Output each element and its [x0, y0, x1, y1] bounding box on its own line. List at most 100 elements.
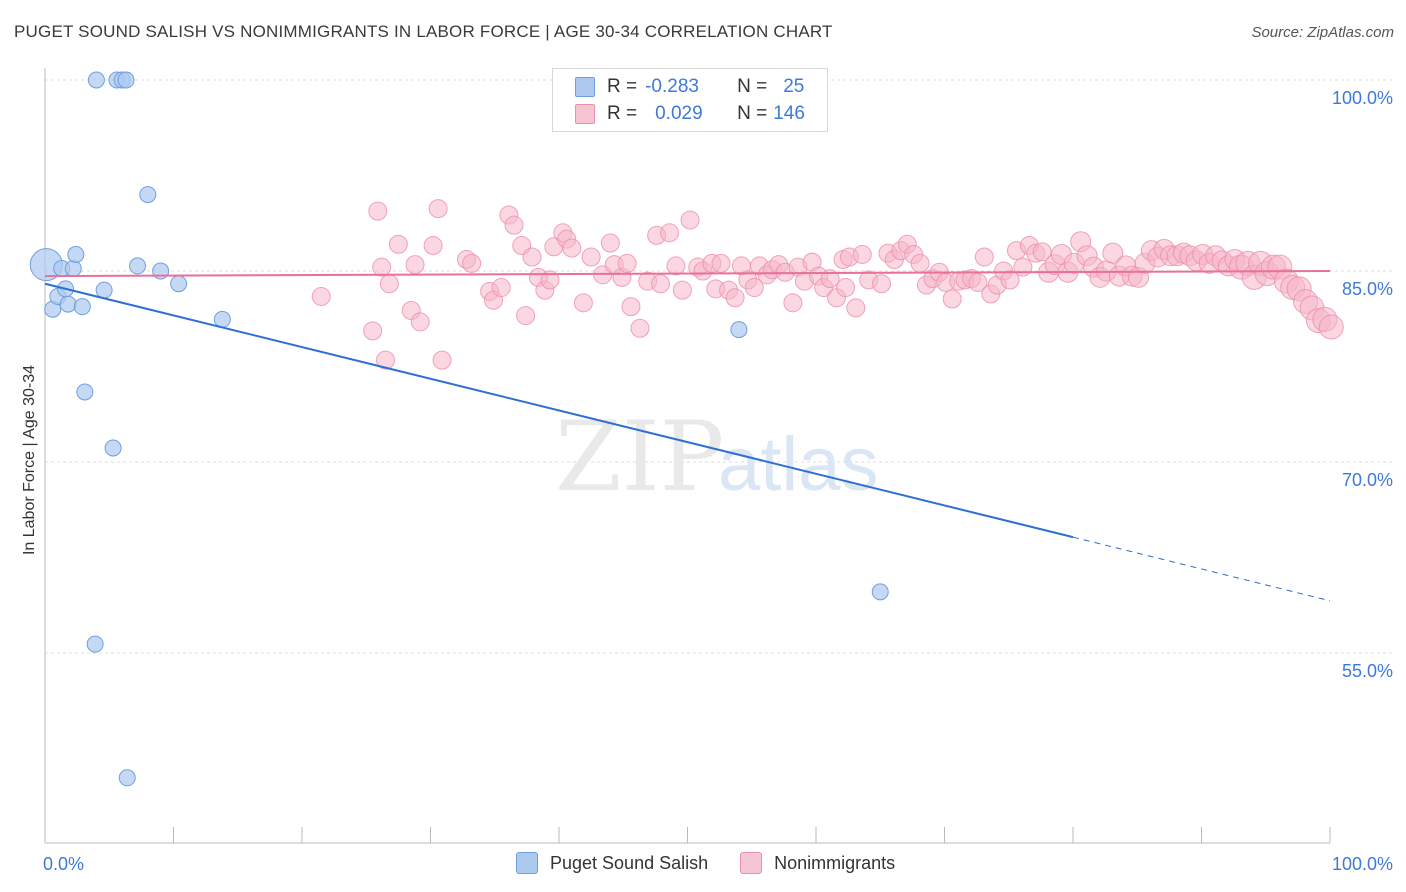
nonimmigrants-point — [462, 253, 482, 273]
correlation-legend: R = -0.283 N = 25 R = 0.029 N = 146 — [552, 68, 828, 132]
nonimmigrants-point — [852, 244, 872, 264]
tick-labels: 100.0% 85.0% 70.0% 55.0% 0.0% 100.0% — [43, 88, 1393, 874]
legend-row-pink: R = 0.029 N = 146 — [575, 101, 805, 127]
chart-title: PUGET SOUND SALISH VS NONIMMIGRANTS IN L… — [14, 22, 833, 41]
nonimmigrants-point — [372, 257, 392, 277]
puget-sound-salish-point — [59, 295, 77, 313]
nonimmigrants-point — [672, 280, 692, 300]
series-legend: Puget Sound Salish Nonimmigrants — [516, 852, 927, 874]
puget-sound-salish-point — [86, 635, 104, 653]
nonimmigrants-point — [1013, 257, 1033, 277]
nonimmigrants-point — [491, 278, 511, 298]
nonimmigrants-point — [379, 274, 399, 294]
nonimmigrants-point — [651, 274, 671, 294]
puget-sound-salish-point — [95, 281, 113, 299]
puget-sound-salish-trend-line — [44, 282, 1074, 539]
y-tick-label: 85.0% — [1342, 279, 1393, 299]
nonimmigrants-point — [630, 318, 650, 338]
legend-n-value: 25 — [783, 76, 805, 97]
puget-sound-salish-point — [73, 298, 91, 316]
nonimmigrants-point — [725, 288, 745, 308]
nonimmigrants-point — [680, 210, 700, 230]
x-tick-label: 100.0% — [1332, 854, 1393, 874]
nonimmigrants-point — [311, 286, 331, 306]
nonimmigrants-point — [1102, 242, 1124, 264]
nonimmigrants-point — [540, 270, 560, 290]
nonimmigrants-point — [388, 234, 408, 254]
legend-swatch-blue — [575, 77, 595, 97]
y-tick-label: 70.0% — [1342, 470, 1393, 490]
legend-n-label: N = — [737, 103, 768, 124]
trend-lines — [44, 270, 1331, 602]
legend-r-value: 0.029 — [655, 103, 703, 124]
watermark: ZIP atlas — [555, 401, 879, 513]
legend-r-label: R = — [607, 103, 638, 124]
nonimmigrants-point — [783, 293, 803, 313]
nonimmigrants-point — [562, 238, 582, 258]
nonimmigrants-point — [410, 312, 430, 332]
y-tick-label: 55.0% — [1342, 661, 1393, 681]
nonimmigrants-point — [968, 272, 988, 292]
legend-r-value: -0.283 — [645, 76, 699, 97]
puget-sound-salish-point — [129, 257, 147, 275]
nonimmigrants-point — [522, 247, 542, 267]
source-credit: Source: ZipAtlas.com — [1251, 24, 1394, 41]
nonimmigrants-point — [910, 253, 930, 273]
axes — [44, 68, 1331, 844]
legend-item-puget-sound-salish[interactable]: Puget Sound Salish — [516, 852, 708, 874]
nonimmigrants-point — [820, 269, 840, 289]
nonimmigrants-point — [573, 293, 593, 313]
nonimmigrants-point — [872, 274, 892, 294]
nonimmigrants-point — [846, 298, 866, 318]
nonimmigrants-point — [974, 247, 994, 267]
puget-sound-salish-point — [87, 71, 105, 89]
legend-n-value: 146 — [773, 103, 805, 124]
nonimmigrants-point — [744, 278, 764, 298]
nonimmigrants-point — [428, 199, 448, 219]
nonimmigrants-point — [423, 236, 443, 256]
puget-sound-salish-point — [170, 275, 188, 293]
legend-n-label: N = — [737, 76, 768, 97]
nonimmigrants-point — [666, 256, 686, 276]
nonimmigrants-point — [432, 350, 452, 370]
y-tick-label: 100.0% — [1332, 88, 1393, 108]
puget-sound-salish-point — [76, 383, 94, 401]
nonimmigrants-point — [660, 223, 680, 243]
puget-sound-salish-points — [29, 71, 889, 787]
nonimmigrants-point — [711, 253, 731, 273]
nonimmigrants-point — [405, 255, 425, 275]
legend-r-label: R = — [607, 76, 638, 97]
puget-sound-salish-point — [67, 245, 85, 263]
y-axis-label: In Labor Force | Age 30-34 — [21, 364, 38, 556]
nonimmigrants-point — [1032, 242, 1052, 262]
legend-swatch-pink — [575, 104, 595, 124]
nonimmigrants-point — [942, 289, 962, 309]
legend-label: Nonimmigrants — [774, 852, 896, 873]
puget-sound-salish-point — [871, 583, 889, 601]
nonimmigrants-point — [363, 321, 383, 341]
nonimmigrants-point — [376, 350, 396, 370]
legend-swatch-pink — [740, 852, 763, 874]
nonimmigrants-point — [600, 233, 620, 253]
nonimmigrants-point — [368, 201, 388, 221]
puget-sound-salish-point — [104, 439, 122, 457]
legend-item-nonimmigrants[interactable]: Nonimmigrants — [740, 852, 895, 874]
watermark-atlas: atlas — [718, 422, 879, 507]
x-tick-label: 0.0% — [43, 854, 84, 874]
watermark-zip: ZIP — [555, 401, 724, 513]
legend-swatch-blue — [516, 852, 538, 874]
legend-label: Puget Sound Salish — [550, 852, 709, 873]
nonimmigrants-point — [1000, 270, 1020, 290]
nonimmigrants-point — [836, 278, 856, 298]
nonimmigrants-point — [621, 297, 641, 317]
nonimmigrants-point — [1318, 314, 1344, 340]
nonimmigrants-point — [516, 306, 536, 326]
nonimmigrants-points — [311, 199, 1344, 370]
puget-sound-salish-point — [64, 259, 82, 277]
nonimmigrants-trend-line — [44, 270, 1331, 278]
puget-sound-salish-point — [118, 769, 136, 787]
puget-sound-salish-point — [730, 321, 748, 339]
legend-row-blue: R = -0.283 N = 25 — [575, 74, 804, 100]
puget-sound-salish-point — [139, 186, 157, 204]
